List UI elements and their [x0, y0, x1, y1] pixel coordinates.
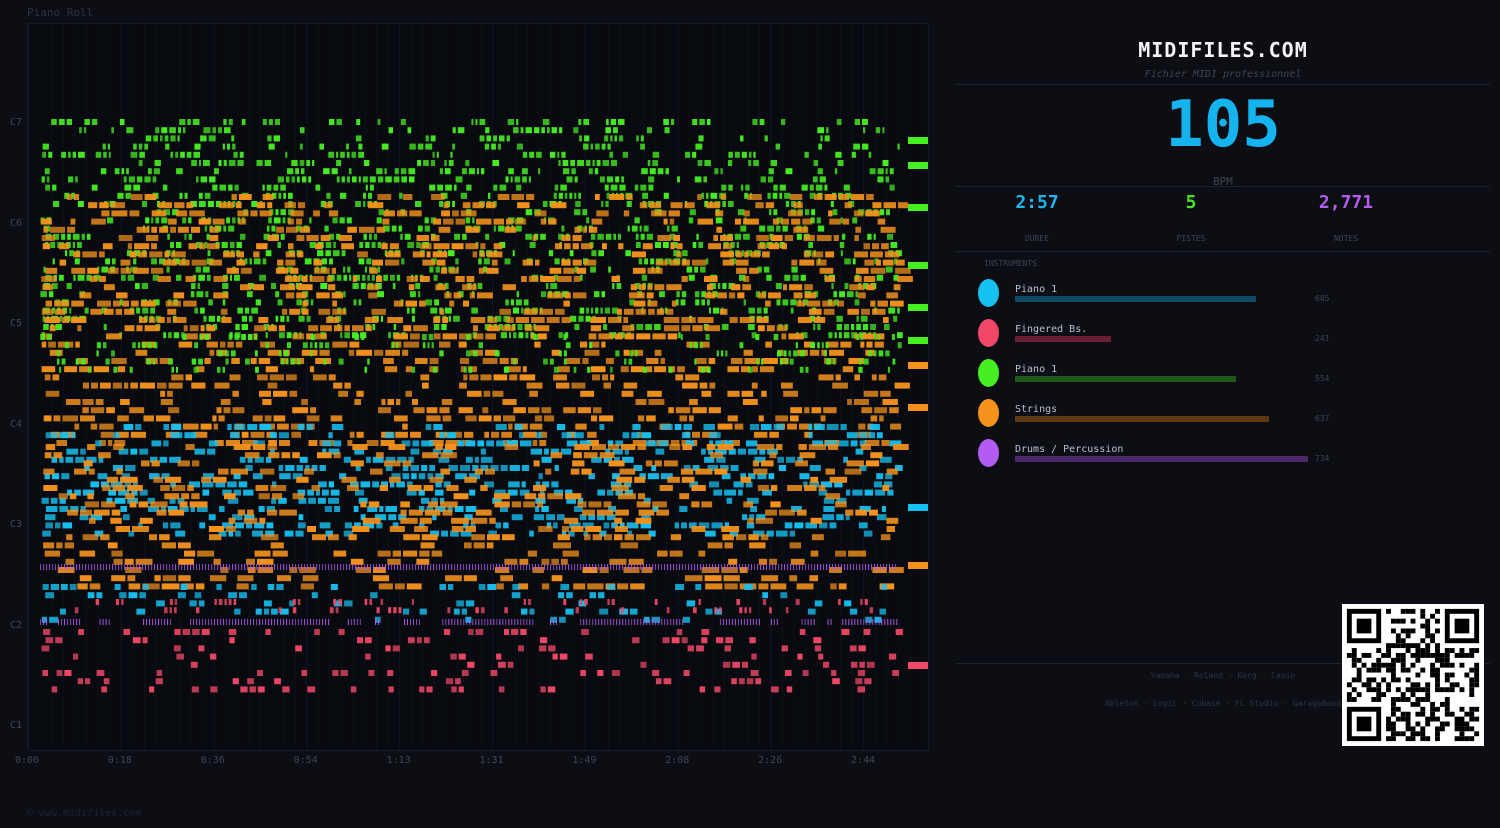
time-axis-label: 0:54	[293, 755, 318, 766]
note-axis-label: C5	[10, 318, 23, 329]
qr-code-icon	[1342, 604, 1484, 746]
brand-title: MIDIFILES.COM	[1138, 38, 1308, 62]
instrument-note-bar	[1015, 296, 1256, 302]
instrument-note-bar	[1015, 376, 1236, 382]
time-axis-label: 1:13	[386, 755, 411, 766]
time-axis-label: 2:26	[758, 755, 783, 766]
instrument-color-dot	[978, 319, 999, 347]
instrument-name: Drums / Percussion	[1015, 444, 1124, 455]
instrument-name: Piano 1	[1015, 364, 1058, 375]
tagline: Fichier MIDI professionnel	[1144, 69, 1302, 80]
instrument-color-dot	[978, 279, 999, 307]
info-panel: MIDIFILES.COM Fichier MIDI professionnel…	[956, 0, 1490, 828]
time-axis-label: 2:08	[665, 755, 690, 766]
divider	[956, 251, 1490, 252]
instrument-name: Strings	[1015, 404, 1058, 415]
time-axis-label: 0:18	[107, 755, 132, 766]
instrument-color-dot	[978, 359, 999, 387]
instrument-note-count: 554	[1315, 374, 1330, 383]
hardware-brands: Yamaha · Roland · Korg · Casio	[1150, 671, 1296, 680]
instrument-name: Piano 1	[1015, 284, 1058, 295]
divider	[956, 663, 1490, 664]
instrument-row: Fingered Bs. 241	[956, 319, 1490, 365]
duration-value: 2:57	[1015, 192, 1059, 213]
bpm-value: 105	[1165, 88, 1281, 162]
time-axis-label: 1:31	[479, 755, 504, 766]
instrument-color-dot	[978, 399, 999, 427]
notes-label: NOTES	[1333, 234, 1359, 243]
software-brands: Ableton · Logic · Cubase · FL Studio · G…	[1104, 699, 1341, 708]
note-axis-label: C4	[10, 418, 23, 430]
piano-roll-title: Piano Roll	[27, 6, 94, 19]
instruments-heading: INSTRUMENTS	[984, 259, 1037, 268]
instrument-name: Fingered Bs.	[1015, 324, 1088, 335]
instrument-note-count: 241	[1315, 334, 1330, 343]
instrument-note-bar	[1015, 456, 1308, 462]
notes-value: 2,771	[1318, 192, 1374, 213]
time-axis-label: 1:49	[572, 755, 597, 766]
copyright: © www.midifiles.com	[27, 808, 142, 819]
time-axis-label: 0:00	[14, 755, 40, 766]
note-axis-label: C7	[10, 117, 23, 128]
instrument-note-bar	[1015, 416, 1269, 422]
instrument-row: Drums / Percussion 734	[956, 439, 1490, 485]
piano-roll-notes	[28, 24, 928, 750]
time-axis-label: 2:44	[851, 755, 876, 766]
note-axis-label: C2	[10, 619, 23, 631]
instrument-color-dot	[978, 439, 999, 467]
duration-label: DUREE	[1024, 234, 1050, 243]
divider	[956, 84, 1490, 85]
instrument-row: Piano 1 554	[956, 359, 1490, 405]
divider	[956, 186, 1490, 187]
piano-roll	[27, 23, 929, 751]
instrument-row: Piano 1 605	[956, 279, 1490, 325]
bpm-label: BPM	[1213, 175, 1233, 188]
note-axis-label: C3	[10, 519, 23, 530]
instrument-note-count: 605	[1315, 294, 1330, 303]
instrument-row: Strings 637	[956, 399, 1490, 445]
instrument-note-count: 734	[1315, 454, 1330, 463]
instrument-note-bar	[1015, 336, 1111, 342]
note-axis-label: C1	[10, 720, 23, 731]
time-axis-label: 0:36	[200, 755, 225, 766]
tracks-label: PISTES	[1176, 234, 1206, 243]
instrument-note-count: 637	[1315, 414, 1330, 423]
tracks-value: 5	[1185, 192, 1197, 213]
note-axis-label: C6	[10, 217, 23, 229]
